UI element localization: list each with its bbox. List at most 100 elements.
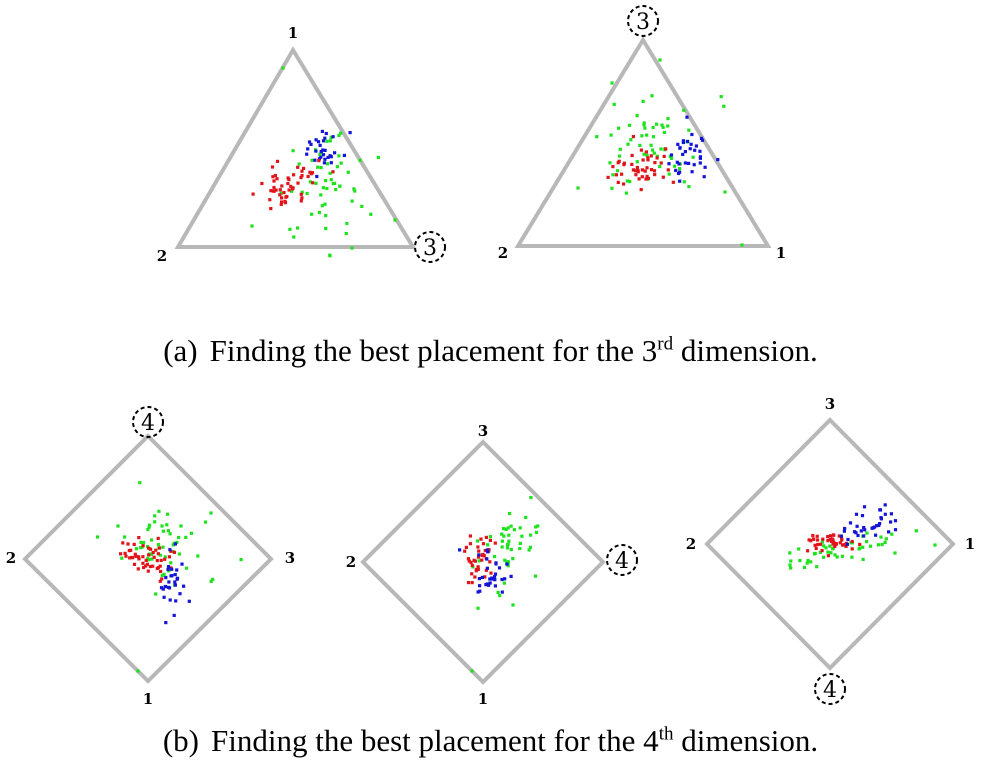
scatter-point bbox=[678, 167, 682, 171]
scatter-point bbox=[119, 552, 123, 556]
scatter-point bbox=[681, 139, 685, 143]
scatter-point bbox=[333, 181, 337, 185]
scatter-point bbox=[158, 564, 162, 568]
scatter-point bbox=[666, 117, 670, 121]
scatter-point bbox=[642, 121, 646, 125]
plot-a1: 1 2 3 bbox=[157, 24, 446, 265]
scatter-point bbox=[305, 152, 309, 156]
scatter-point bbox=[345, 221, 349, 226]
plot-b1-label-right: 3 bbox=[285, 549, 295, 567]
scatter-point bbox=[831, 538, 835, 542]
scatter-point bbox=[317, 157, 321, 161]
scatter-point bbox=[494, 561, 498, 565]
scatter-point bbox=[815, 534, 819, 538]
scatter-point bbox=[316, 165, 320, 169]
scatter-point bbox=[470, 563, 474, 567]
scatter-point bbox=[168, 548, 172, 552]
scatter-point bbox=[251, 192, 255, 196]
scatter-point bbox=[338, 184, 342, 188]
scatter-point bbox=[141, 555, 145, 559]
scatter-point bbox=[685, 115, 689, 119]
scatter-point bbox=[283, 201, 288, 205]
scatter-point bbox=[651, 135, 656, 139]
scatter-point bbox=[877, 523, 881, 527]
scatter-point bbox=[288, 227, 292, 231]
scatter-point bbox=[169, 574, 173, 578]
scatter-point bbox=[806, 559, 810, 563]
scatter-point bbox=[661, 125, 665, 129]
scatter-point bbox=[633, 169, 637, 173]
scatter-point bbox=[142, 565, 146, 570]
scatter-point bbox=[130, 555, 134, 560]
scatter-point bbox=[306, 174, 310, 179]
scatter-point bbox=[484, 568, 488, 572]
scatter-point bbox=[500, 545, 504, 549]
scatter-point bbox=[488, 581, 492, 585]
scatter-point bbox=[177, 535, 181, 540]
scatter-point bbox=[861, 545, 865, 549]
scatter-point bbox=[890, 532, 894, 536]
scatter-point bbox=[154, 548, 158, 552]
scatter-point bbox=[319, 150, 323, 154]
scatter-point bbox=[172, 550, 177, 554]
plot-a1-label-left: 2 bbox=[157, 247, 167, 265]
scatter-point bbox=[812, 552, 816, 556]
scatter-point bbox=[640, 168, 644, 172]
scatter-point bbox=[329, 178, 333, 182]
scatter-point bbox=[622, 161, 626, 165]
scatter-point bbox=[652, 169, 657, 173]
scatter-point bbox=[163, 584, 168, 589]
scatter-point bbox=[139, 540, 143, 545]
scatter-point bbox=[887, 530, 891, 534]
scatter-point bbox=[488, 535, 492, 539]
scatter-point bbox=[492, 554, 497, 559]
scatter-point bbox=[300, 190, 304, 194]
scatter-point bbox=[666, 168, 670, 172]
scatter-point bbox=[172, 613, 176, 617]
scatter-point bbox=[170, 567, 174, 571]
scatter-point bbox=[820, 549, 824, 553]
scatter-point bbox=[320, 129, 324, 133]
scatter-point bbox=[286, 181, 290, 186]
scatter-point bbox=[639, 188, 643, 192]
scatter-point bbox=[478, 584, 482, 588]
scatter-point bbox=[489, 571, 493, 575]
scatter-point bbox=[660, 123, 664, 127]
scatter-point bbox=[328, 171, 332, 175]
scatter-point bbox=[833, 544, 837, 549]
scatter-point bbox=[681, 140, 685, 145]
scatter-point bbox=[507, 539, 511, 543]
plot-b2-label-bottom: 1 bbox=[478, 690, 488, 708]
scatter-point bbox=[123, 551, 127, 555]
scatter-point bbox=[182, 584, 186, 588]
scatter-point bbox=[476, 545, 480, 549]
scatter-point bbox=[300, 169, 304, 173]
scatter-point bbox=[611, 165, 615, 169]
scatter-point bbox=[527, 548, 531, 552]
scatter-point bbox=[855, 524, 859, 528]
scatter-point bbox=[828, 544, 832, 548]
scatter-point bbox=[160, 573, 164, 577]
scatter-point bbox=[296, 165, 300, 169]
scatter-point bbox=[132, 562, 137, 566]
scatter-point bbox=[467, 559, 471, 563]
scatter-point bbox=[862, 534, 866, 538]
scatter-point bbox=[850, 539, 854, 544]
scatter-point bbox=[809, 560, 813, 564]
scatter-point bbox=[667, 172, 671, 176]
scatter-point bbox=[844, 544, 848, 548]
scatter-point bbox=[682, 180, 686, 184]
scatter-point bbox=[164, 621, 168, 625]
scatter-point bbox=[520, 534, 524, 538]
scatter-point bbox=[698, 149, 702, 153]
scatter-point bbox=[878, 508, 883, 512]
scatter-point bbox=[669, 156, 674, 160]
scatter-point bbox=[485, 582, 490, 586]
scatter-point bbox=[133, 552, 137, 556]
scatter-point bbox=[652, 151, 656, 155]
scatter-point bbox=[292, 173, 296, 177]
scatter-point bbox=[153, 514, 157, 518]
scatter-point bbox=[805, 561, 809, 565]
scatter-point bbox=[123, 535, 127, 539]
scatter-point bbox=[314, 149, 318, 153]
